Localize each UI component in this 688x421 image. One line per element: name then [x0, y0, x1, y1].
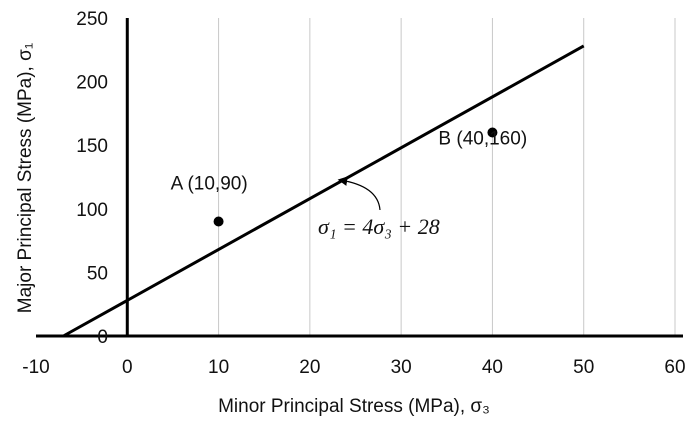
equation-arrow: [337, 176, 381, 211]
y-tick-label: 200: [76, 73, 108, 94]
y-tick-label: 100: [76, 200, 108, 221]
chart-series: [62, 44, 585, 338]
chart-grid: [218, 18, 676, 336]
y-tick-label: 250: [76, 9, 108, 30]
y-tick-label: 150: [76, 136, 108, 157]
equation-label: σ₁ = 4σ₃ + 28: [318, 214, 440, 239]
series-line: [62, 44, 585, 338]
x-tick-label: 10: [208, 357, 229, 378]
chart-axes: [36, 18, 683, 338]
x-tick-label: 60: [664, 357, 685, 378]
x-tick-label: 20: [299, 357, 320, 378]
x-axis-label: Minor Principal Stress (MPa), σ₃: [218, 396, 490, 417]
data-point: [213, 216, 224, 227]
x-tick-label: 30: [391, 357, 412, 378]
x-tick-label: 0: [122, 357, 133, 378]
x-tick-label: -10: [22, 357, 49, 378]
y-axis-label: Major Principal Stress (MPa), σ₁: [15, 43, 36, 313]
chart-labels: -10 0 10 20 30 40 50 60 0 50 100 150 200 250 Minor Pri…: [15, 9, 686, 417]
x-tick-label: 40: [482, 357, 503, 378]
y-tick-label: 0: [97, 327, 108, 348]
point-label: A (10,90): [171, 174, 248, 195]
data-point: [487, 127, 498, 138]
point-label: B (40,160): [438, 128, 527, 149]
x-tick-label: 50: [573, 357, 594, 378]
y-tick-label: 50: [87, 263, 108, 284]
